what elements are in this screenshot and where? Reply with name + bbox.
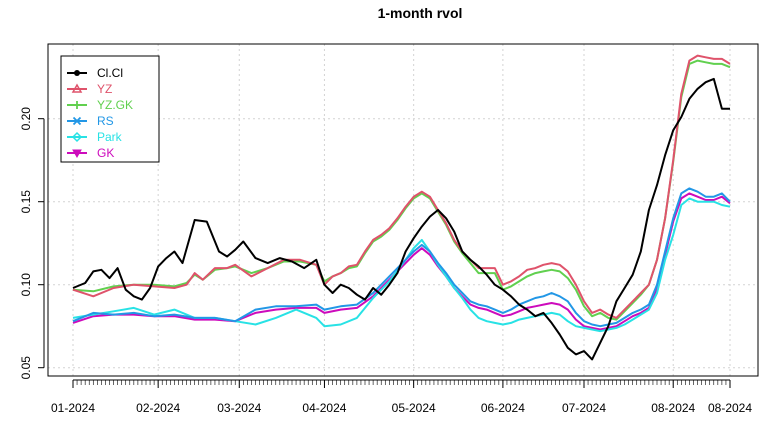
x-axis: 01-2024 02-2024 03-2024 04-2024 05-2024 06-20… bbox=[51, 379, 752, 415]
legend-label-gk: GK bbox=[97, 146, 114, 160]
series-line-gk bbox=[72, 192, 731, 331]
x-tick-label: 02-2024 bbox=[136, 401, 180, 415]
y-tick-label: 0.15 bbox=[19, 190, 33, 214]
legend-marker-yz bbox=[71, 83, 83, 93]
series-line-rs bbox=[72, 187, 731, 328]
legend-marker-park bbox=[71, 131, 83, 143]
x-tick-label: 08-2024 bbox=[708, 401, 752, 415]
x-tick-label: 01-2024 bbox=[51, 401, 95, 415]
legend-marker-rs bbox=[72, 116, 82, 126]
x-tick-label: 05-2024 bbox=[392, 401, 436, 415]
legend-marker-cl-cl bbox=[74, 70, 80, 76]
y-tick-label: 0.05 bbox=[19, 356, 33, 380]
plot-area bbox=[72, 54, 731, 361]
legend-label-yz-gk: YZ.GK bbox=[97, 98, 133, 112]
y-axis: 0.05 0.10 0.15 0.20 bbox=[19, 107, 45, 380]
series-line-park bbox=[72, 197, 731, 333]
plot-frame bbox=[47, 43, 759, 377]
chart-title: 1-month rvol bbox=[378, 5, 463, 21]
series-line-yz bbox=[72, 54, 731, 319]
legend-label-park: Park bbox=[97, 130, 123, 144]
x-tick-label: 08-2024 bbox=[651, 401, 695, 415]
legend-label-rs: RS bbox=[97, 114, 114, 128]
x-tick-label: 04-2024 bbox=[302, 401, 346, 415]
x-tick-label: 07-2024 bbox=[562, 401, 606, 415]
x-tick-label: 06-2024 bbox=[481, 401, 525, 415]
legend-marker-yz-gk bbox=[73, 101, 81, 109]
grid-lines bbox=[48, 44, 758, 376]
legend-label-yz: YZ bbox=[97, 82, 112, 96]
legend-marker-gk bbox=[72, 149, 82, 159]
y-tick-label: 0.20 bbox=[19, 107, 33, 131]
x-tick-label: 03-2024 bbox=[217, 401, 261, 415]
series-line-yz-gk bbox=[72, 59, 731, 321]
series-line-cl-cl bbox=[72, 77, 730, 361]
legend-label-cl-cl: Cl.Cl bbox=[97, 66, 123, 80]
legend: Cl.Cl YZ YZ.GK RS Park GK bbox=[60, 55, 160, 163]
y-tick-label: 0.10 bbox=[19, 273, 33, 297]
